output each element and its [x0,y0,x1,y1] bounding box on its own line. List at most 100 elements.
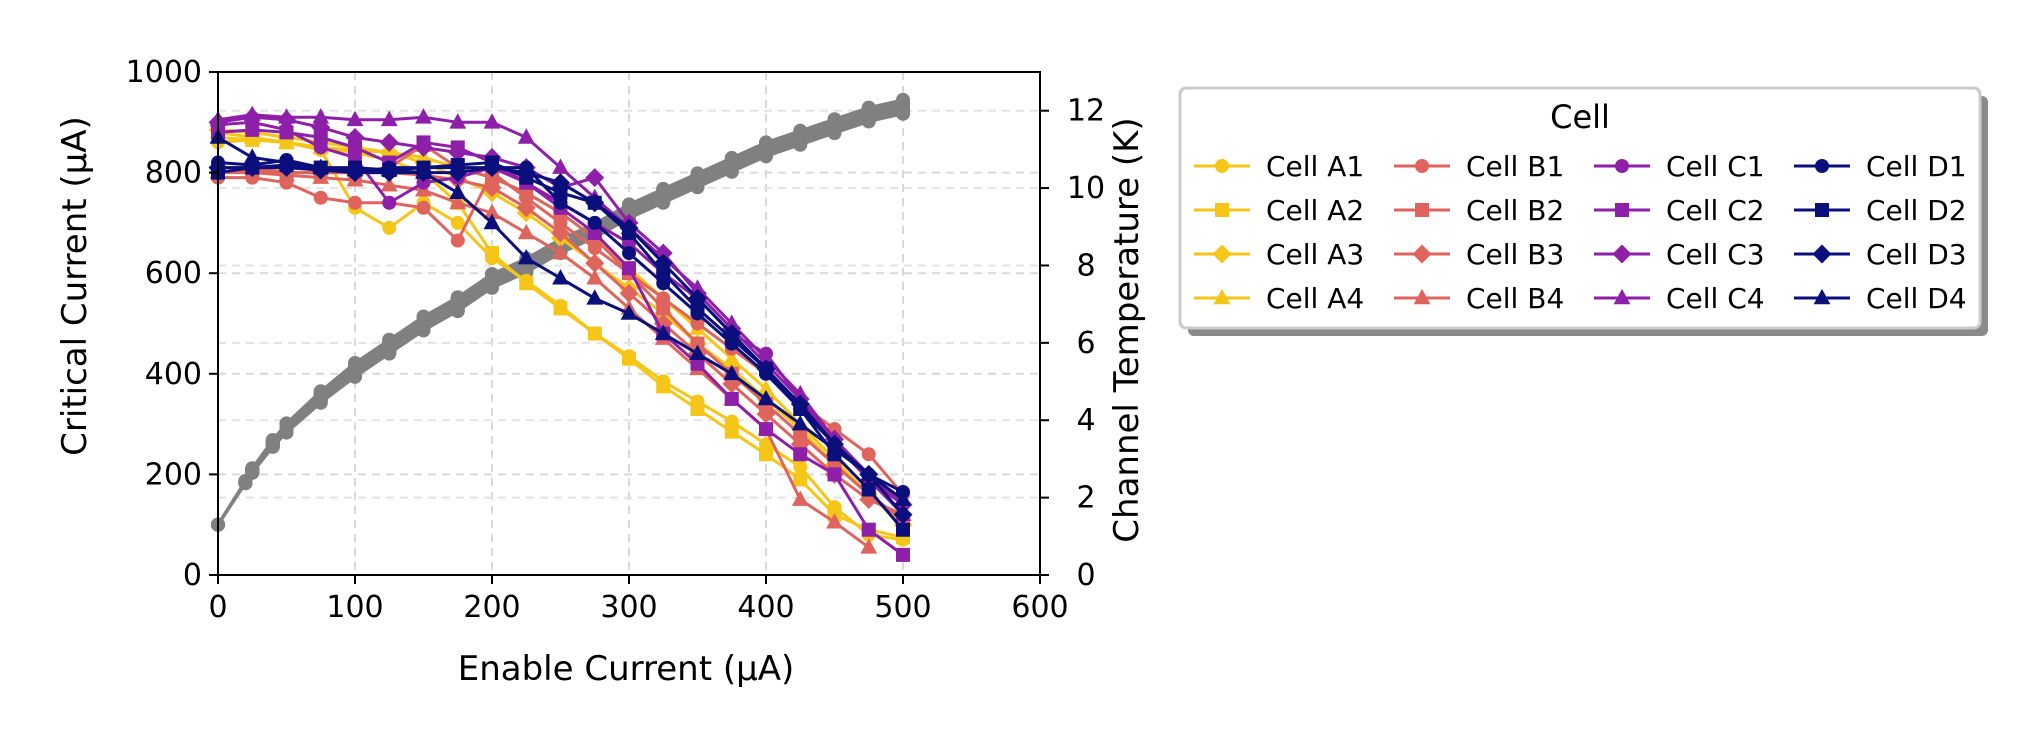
data-point [791,490,809,506]
legend-title: Cell [1550,98,1610,136]
data-point [756,404,776,424]
data-point [483,203,501,220]
data-point [690,336,705,351]
data-point [653,253,673,273]
data-point [313,130,328,145]
data-point [485,170,499,185]
data-point [312,158,330,174]
temperature-point [861,100,876,115]
legend-marker [1812,244,1832,264]
data-point [482,158,502,178]
x-tick-label: 400 [737,590,794,625]
data-point [517,223,535,240]
data-point [690,402,705,417]
data-point [793,447,808,462]
legend-label: Cell A3 [1266,238,1364,271]
legend-entry: Cell D3 [1794,238,1967,271]
data-point [448,143,468,162]
data-point [587,215,602,230]
data-point [622,246,636,261]
legend-label: Cell C3 [1666,238,1765,271]
temperature-point [245,461,260,476]
legend-entry: Cell C2 [1594,194,1765,227]
data-point [896,547,910,562]
legend-label: Cell D2 [1866,194,1967,227]
data-point [313,190,328,205]
legend-label: Cell C4 [1666,282,1765,315]
x-tick-label: 0 [208,590,227,625]
data-point [414,138,433,157]
data-point [860,538,878,554]
data-point [380,160,398,177]
data-point [449,193,467,210]
legend-marker [1215,159,1229,173]
data-point [724,424,739,439]
legend-label: Cell A4 [1266,282,1364,315]
data-point [587,326,602,341]
y-tick-label: 800 [145,156,202,191]
temperature-point [313,384,328,399]
data-point [382,220,397,235]
data-point [656,379,671,394]
y2-tick-label: 0 [1076,558,1095,593]
data-point [415,163,432,179]
x-tick-label: 100 [326,590,383,625]
data-point [551,223,570,243]
legend-marker [1415,203,1429,217]
x-tick-label: 300 [600,590,657,625]
legend-entry: Cell B1 [1394,150,1564,183]
data-point [449,113,467,129]
series-cell-c4 [209,105,912,521]
data-point [278,153,295,169]
data-point [311,117,331,137]
data-point [757,389,775,406]
legend-marker [1212,244,1232,264]
data-point [346,160,364,177]
temperature-point [759,135,773,150]
legend-marker [1215,203,1229,217]
legend-entry: Cell C3 [1594,238,1765,271]
data-point [483,213,501,230]
data-point [656,266,671,281]
data-point [827,467,842,482]
data-point [759,447,773,462]
data-point [723,364,741,381]
legend-marker [1815,159,1829,173]
legend-entry: Cell B2 [1394,194,1564,227]
y-tick-label: 400 [145,357,202,392]
data-point [620,304,638,320]
axes: 0 100 200 300 400 500 600020040060080010000246… [126,55,1105,625]
data-point [450,233,465,248]
data-point [689,344,706,360]
y2-tick-label: 12 [1067,94,1105,129]
x-axis-label: Enable Current (μA) [458,649,795,689]
data-point [551,173,570,193]
data-point [790,394,810,414]
data-point [654,324,672,340]
series-cell-d4 [209,128,912,506]
legend-marker [1615,159,1629,173]
legend-label: Cell A2 [1266,194,1364,227]
legend-marker [1813,288,1831,305]
data-point [690,356,705,371]
data-point [483,113,501,129]
data-point [619,283,639,303]
legend-box [1178,86,1982,330]
legend-label: Cell C2 [1666,194,1765,227]
data-point [757,349,775,366]
temperature-point [724,150,739,165]
legend-label: Cell B1 [1466,150,1564,183]
data-point [586,269,604,285]
legend-label: Cell D1 [1866,150,1967,183]
legend-marker [1815,203,1829,217]
legend-entry: Cell D4 [1794,282,1967,315]
legend-label: Cell B2 [1466,194,1564,227]
data-point [517,128,535,144]
legend-entry: Cell A4 [1194,282,1364,315]
x-tick-label: 500 [874,590,931,625]
legend-entry: Cell A1 [1194,150,1364,183]
legend-label: Cell C1 [1666,150,1765,183]
data-point [243,105,261,122]
legend-marker [1412,244,1432,264]
data-point [690,301,705,316]
